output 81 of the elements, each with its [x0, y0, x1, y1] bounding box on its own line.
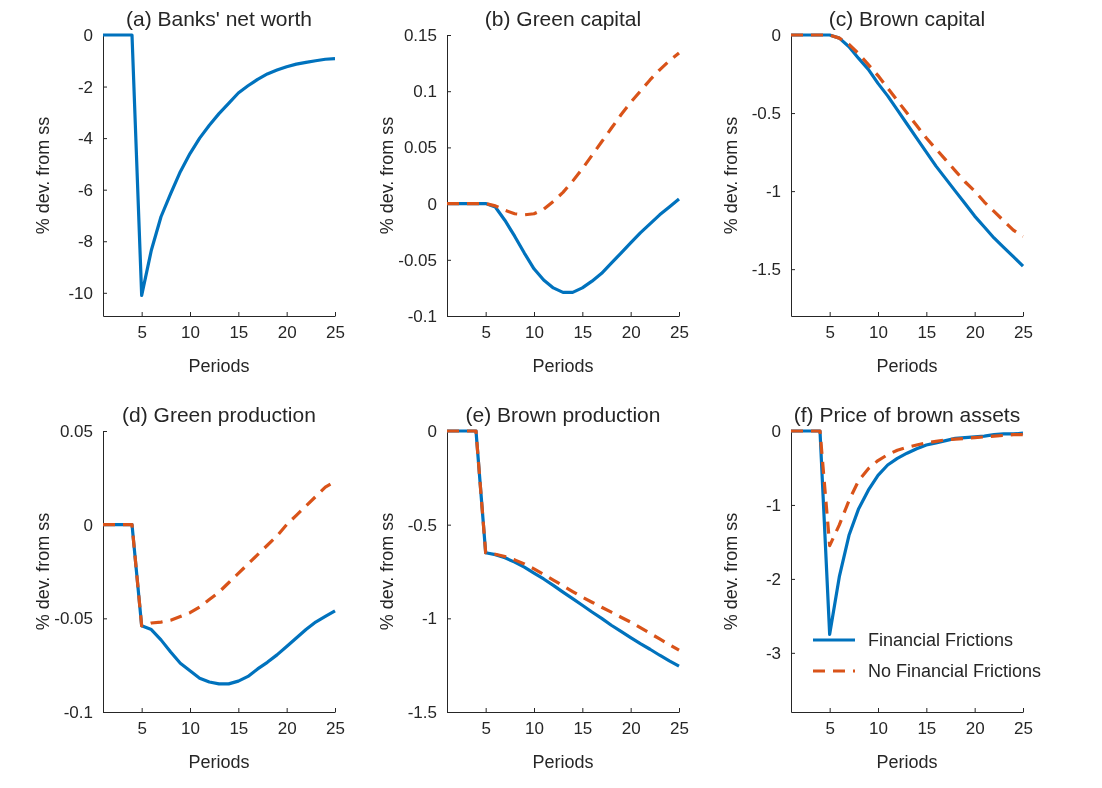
- legend-label: No Financial Frictions: [868, 661, 1042, 681]
- x-tick-label: 20: [621, 323, 641, 343]
- x-tick-label: 25: [326, 323, 345, 343]
- y-axis-title: % dev. from ss: [377, 512, 397, 631]
- y-tick-label: 0: [427, 194, 437, 214]
- line-series: [445, 51, 681, 217]
- y-tick-label: 0: [427, 421, 437, 441]
- x-axis-title: Periods: [188, 752, 250, 772]
- x-tick-label: 5: [137, 323, 147, 343]
- y-tick-label: -1: [765, 182, 781, 202]
- x-axis-title: Periods: [532, 356, 594, 376]
- x-tick-label: 15: [229, 323, 249, 343]
- y-axis-title: % dev. from ss: [721, 116, 741, 235]
- x-tick-label: 10: [181, 719, 200, 739]
- x-tick-label: 20: [277, 719, 297, 739]
- x-tick-label: 10: [869, 719, 888, 739]
- y-tick-label: -2: [765, 569, 781, 589]
- y-tick-label: 0: [771, 421, 781, 441]
- y-tick-label: 0: [771, 25, 781, 45]
- x-tick-label: 15: [573, 323, 593, 343]
- x-tick-label: 20: [277, 323, 297, 343]
- x-tick-label: 15: [917, 323, 937, 343]
- y-tick-label: -0.05: [54, 609, 93, 629]
- x-tick-label: 5: [481, 323, 491, 343]
- x-tick-label: 5: [137, 719, 147, 739]
- y-axis-title: % dev. from ss: [33, 116, 53, 235]
- x-tick-label: 10: [525, 719, 544, 739]
- chart-title: (f) Price of brown assets: [793, 403, 1021, 426]
- y-tick-label: -10: [68, 283, 93, 303]
- legend-label: Financial Frictions: [868, 630, 1014, 650]
- y-tick-label: -1.5: [751, 260, 781, 280]
- y-tick-label: 0.05: [59, 421, 93, 441]
- x-tick-label: 20: [965, 719, 985, 739]
- y-tick-label: -0.5: [407, 515, 437, 535]
- chart-title: (c) Brown capital: [828, 7, 986, 30]
- y-tick-label: -1: [421, 609, 437, 629]
- y-tick-label: 0.15: [403, 25, 437, 45]
- x-tick-label: 15: [917, 719, 937, 739]
- x-tick-label: 25: [670, 323, 689, 343]
- x-tick-label: 20: [965, 323, 985, 343]
- x-tick-label: 10: [525, 323, 544, 343]
- y-tick-label: -2: [77, 77, 93, 97]
- chart-title: (d) Green production: [122, 403, 316, 426]
- x-axis-title: Periods: [188, 356, 250, 376]
- y-tick-label: 0.05: [403, 138, 437, 158]
- y-axis-title: % dev. from ss: [377, 116, 397, 235]
- y-tick-label: 0.1: [413, 82, 437, 102]
- y-tick-label: -0.05: [398, 250, 437, 270]
- y-tick-label: -0.1: [63, 702, 93, 722]
- y-tick-label: -8: [77, 232, 93, 252]
- x-tick-label: 25: [1014, 719, 1033, 739]
- x-tick-label: 5: [825, 323, 835, 343]
- x-tick-label: 5: [481, 719, 491, 739]
- x-tick-label: 25: [670, 719, 689, 739]
- line-series: [789, 429, 1025, 548]
- x-axis-title: Periods: [876, 752, 938, 772]
- chart-title: (b) Green capital: [484, 7, 642, 30]
- line-series: [101, 33, 337, 297]
- y-tick-label: -0.5: [751, 104, 781, 123]
- y-tick-label: 0: [83, 25, 93, 45]
- x-tick-label: 15: [229, 719, 249, 739]
- x-tick-label: 10: [869, 323, 888, 343]
- x-tick-label: 5: [825, 719, 835, 739]
- y-tick-label: -4: [77, 129, 93, 149]
- y-tick-label: -1: [765, 495, 781, 515]
- y-axis-title: % dev. from ss: [721, 512, 741, 631]
- x-axis-title: Periods: [876, 356, 938, 376]
- y-tick-label: -3: [765, 643, 781, 663]
- y-tick-label: 0: [83, 515, 93, 535]
- x-axis-title: Periods: [532, 752, 594, 772]
- y-tick-label: -6: [77, 180, 93, 200]
- x-tick-label: 15: [573, 719, 593, 739]
- y-axis-title: % dev. from ss: [33, 512, 53, 631]
- y-tick-label: -1.5: [407, 702, 437, 722]
- x-tick-label: 25: [326, 719, 345, 739]
- chart-title: (e) Brown production: [465, 403, 661, 426]
- chart-title: (a) Banks' net worth: [125, 7, 313, 30]
- x-tick-label: 10: [181, 323, 200, 343]
- x-tick-label: 20: [621, 719, 641, 739]
- y-tick-label: -0.1: [407, 306, 437, 326]
- x-tick-label: 25: [1014, 323, 1033, 343]
